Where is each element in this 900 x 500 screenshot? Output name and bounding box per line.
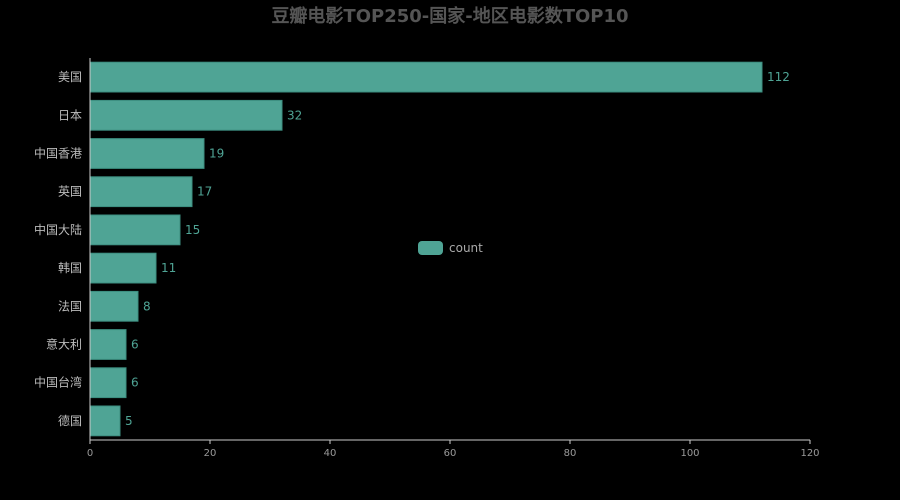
x-tick-label: 120 <box>800 448 819 459</box>
bar[interactable] <box>89 61 763 93</box>
legend[interactable]: count <box>418 241 483 255</box>
category-label: 意大利 <box>46 337 82 352</box>
chart-title: 豆瓣电影TOP250-国家-地区电影数TOP10 <box>271 6 629 27</box>
x-tick-label: 40 <box>324 448 337 459</box>
category-label: 美国 <box>58 70 82 84</box>
bar[interactable] <box>89 405 121 437</box>
data-label: 19 <box>209 147 224 161</box>
x-tick-label: 60 <box>444 448 457 459</box>
data-label: 5 <box>125 414 133 428</box>
category-label: 英国 <box>58 185 82 199</box>
x-tick-label: 80 <box>564 448 577 459</box>
x-tick-label: 100 <box>680 448 699 459</box>
category-label: 德国 <box>58 413 82 428</box>
x-tick-label: 20 <box>204 448 217 459</box>
data-label: 8 <box>143 299 151 313</box>
legend-label: count <box>449 241 483 255</box>
data-label: 17 <box>197 185 212 199</box>
bar[interactable] <box>89 138 205 169</box>
data-label: 6 <box>131 376 139 390</box>
category-label: 中国大陆 <box>34 222 82 237</box>
data-label: 6 <box>131 338 139 352</box>
data-label: 32 <box>287 108 302 122</box>
category-label: 中国香港 <box>34 146 82 161</box>
category-label: 法国 <box>58 299 82 313</box>
data-label: 15 <box>185 223 200 237</box>
bar[interactable] <box>89 99 283 131</box>
legend-swatch <box>418 241 443 255</box>
data-label: 112 <box>767 70 790 84</box>
category-label: 日本 <box>58 108 82 122</box>
bar[interactable] <box>89 252 157 284</box>
category-label: 韩国 <box>58 260 82 275</box>
bar[interactable] <box>89 367 127 399</box>
bar[interactable] <box>89 214 181 246</box>
category-label: 中国台湾 <box>34 375 82 390</box>
data-label: 11 <box>161 261 176 275</box>
bar[interactable] <box>89 329 127 360</box>
bar[interactable] <box>89 176 193 208</box>
x-tick-label: 0 <box>87 448 93 459</box>
bar[interactable] <box>89 290 139 322</box>
